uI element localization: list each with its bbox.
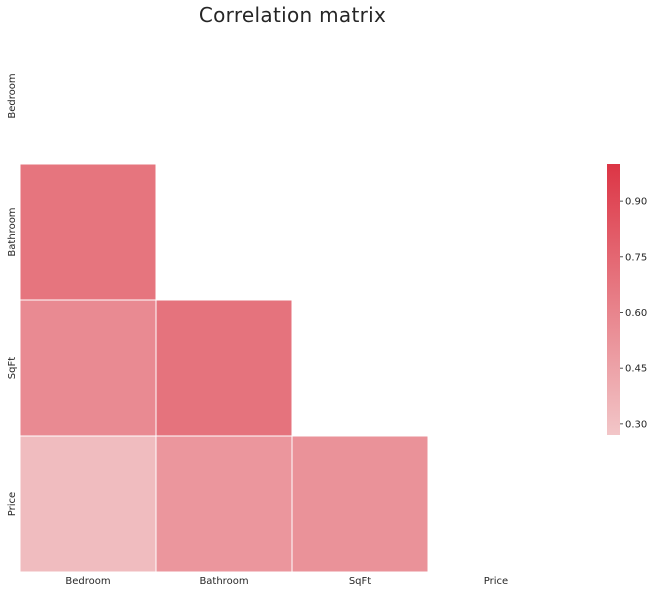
- y-tick-label-bedroom: Bedroom: [7, 73, 18, 118]
- colorbar-gradient: [607, 164, 620, 435]
- x-tick-label-price: Price: [484, 576, 508, 587]
- x-tick-label-bathroom: Bathroom: [199, 576, 248, 587]
- colorbar-tick-label: 0.60: [625, 308, 647, 319]
- heatmap-cell-bathroom-bedroom: [19, 163, 157, 301]
- heatmap-cell-sqft-bedroom: [19, 299, 157, 437]
- y-tick-label-price: Price: [7, 492, 18, 516]
- heatmap-cell-price-bedroom: [19, 435, 157, 573]
- heatmap-cells: [19, 163, 429, 573]
- y-tick-label-bathroom: Bathroom: [7, 207, 18, 256]
- colorbar-tick-label: 0.30: [625, 419, 647, 430]
- chart-title: Correlation matrix: [198, 3, 387, 27]
- colorbar-tick-label: 0.90: [625, 197, 647, 208]
- heatmap-cell-price-sqft: [291, 435, 429, 573]
- colorbar-tick-label: 0.45: [625, 364, 647, 375]
- heatmap-cell-price-bathroom: [155, 435, 293, 573]
- colorbar: 0.30 0.45 0.60 0.75 0.90: [607, 164, 647, 435]
- x-tick-label-sqft: SqFt: [349, 576, 371, 587]
- heatmap-cell-sqft-bathroom: [155, 299, 293, 437]
- y-axis-tick-labels: Bedroom Bathroom SqFt Price: [7, 73, 18, 516]
- x-axis-tick-labels: Bedroom Bathroom SqFt Price: [65, 576, 508, 587]
- colorbar-tick-label: 0.75: [625, 252, 647, 263]
- y-tick-label-sqft: SqFt: [7, 357, 18, 379]
- x-tick-label-bedroom: Bedroom: [65, 576, 110, 587]
